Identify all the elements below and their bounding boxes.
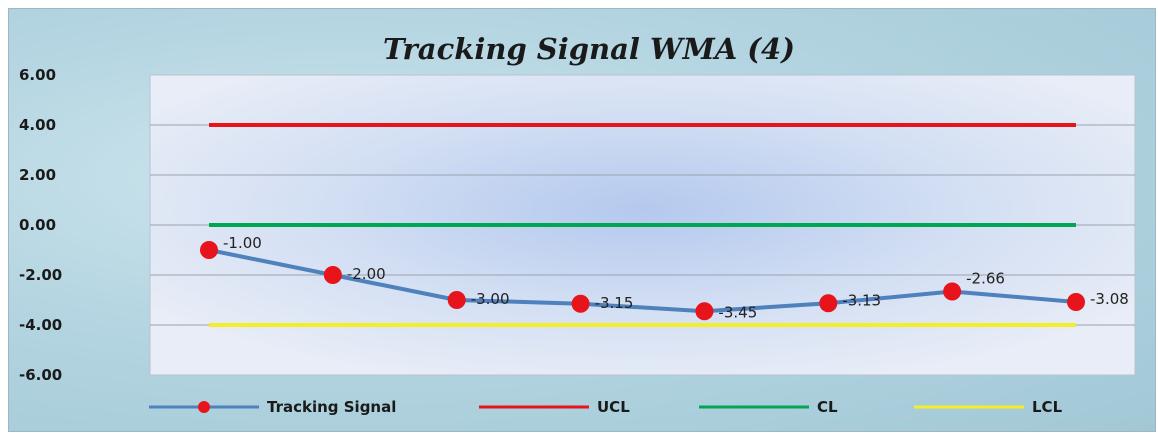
legend-marker (198, 401, 210, 413)
y-tick-label: 4.00 (19, 116, 56, 134)
data-label: -2.66 (966, 270, 1005, 288)
y-tick-label: -2.00 (19, 266, 62, 284)
data-label: -3.45 (718, 303, 757, 321)
data-point (200, 241, 218, 259)
y-tick-label: 6.00 (19, 66, 56, 84)
data-point (943, 282, 962, 301)
y-tick-label: 0.00 (19, 216, 56, 234)
data-point (571, 294, 590, 313)
legend-label: LCL (1032, 398, 1063, 416)
data-label: -3.13 (842, 291, 881, 309)
data-label: -3.00 (471, 290, 510, 308)
legend-label: Tracking Signal (267, 398, 396, 416)
data-point (447, 291, 466, 309)
y-tick-label: 2.00 (19, 166, 56, 184)
y-tick-label: -6.00 (19, 366, 62, 384)
data-point (819, 294, 838, 313)
chart-title: Tracking Signal WMA (4) (383, 32, 795, 66)
data-point (1067, 293, 1085, 311)
series-lines (200, 123, 1085, 327)
data-point (323, 266, 342, 284)
data-label: -3.15 (595, 294, 634, 312)
legend-label: CL (817, 398, 838, 416)
legend-label: UCL (597, 398, 630, 416)
data-label: -2.00 (347, 265, 386, 283)
y-tick-label: -4.00 (19, 316, 62, 334)
tracking-signal-chart: Tracking Signal WMA (4) 6.00 4.00 2.00 0.00… (19, 32, 1136, 416)
chart-frame: Tracking Signal WMA (4) 6.00 4.00 2.00 0.00… (8, 8, 1156, 432)
data-point (695, 302, 714, 321)
data-labels: -1.00 -2.00 -3.00 -3.15 -3.45 -3.13 -2.66 -3.08 (223, 234, 1129, 321)
data-label: -1.00 (223, 234, 262, 252)
series-line-tracking-signal (208, 248, 1077, 314)
data-label: -3.08 (1090, 290, 1129, 308)
legend: Tracking Signal UCL CL LCL (149, 398, 1063, 416)
y-axis-ticks: 6.00 4.00 2.00 0.00 -2.00 -4.00 -6.00 (19, 66, 62, 384)
